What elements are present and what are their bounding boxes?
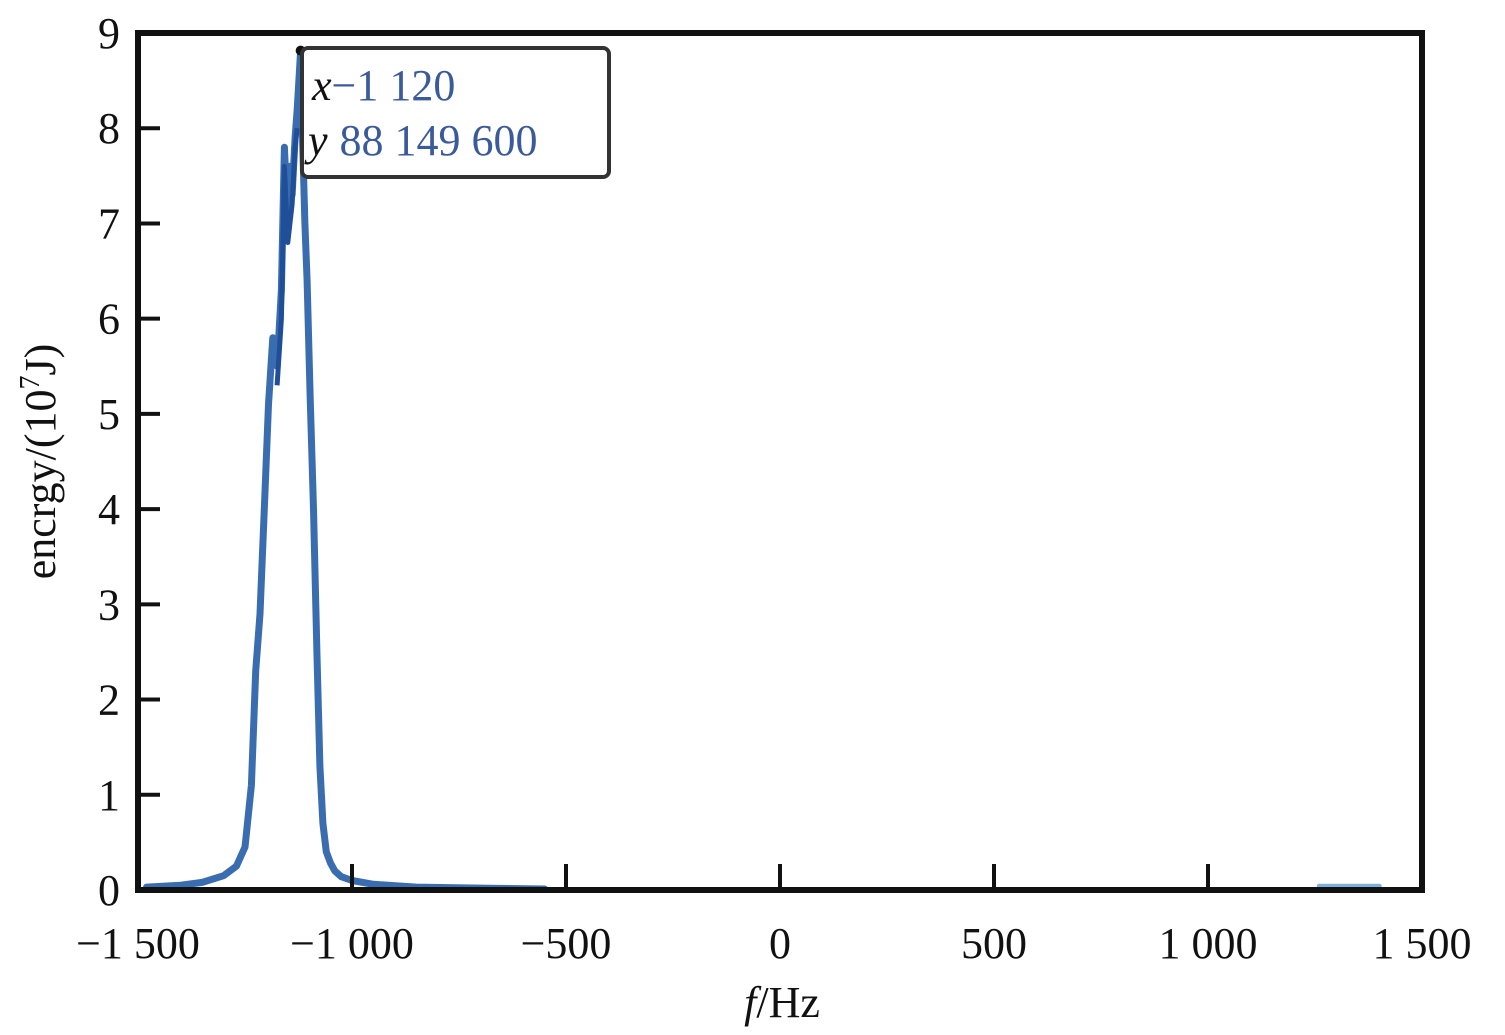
y-tick-label: 3 [98,580,120,629]
y-tick-label: 9 [98,9,120,58]
x-axis-title: f/Hz [744,978,820,1027]
plot-frame [135,30,1425,893]
y-axis-title-unit: J) [16,344,65,376]
datatip-box [300,46,611,179]
x-axis-title-unit: /Hz [756,978,820,1027]
x-tick-label: 1 500 [1373,919,1472,968]
x-tick-label: 0 [769,919,791,968]
series-peak-shading [274,127,300,386]
x-tick-label: −1 000 [290,919,414,968]
datatip-x-line: x−1 120 [311,61,455,110]
series-layer [143,47,1382,893]
y-axis-title-exponent: 7 [15,375,46,389]
datatip-x-value: −1 120 [332,61,456,110]
y-tick-label: 4 [98,485,120,534]
y-axis-title: encrgy/(107J) [15,344,65,580]
datatip-y-value: 88 149 600 [340,116,538,165]
y-tick-label: 2 [98,676,120,725]
y-axis-title-main: encrgy/(10 [16,389,65,579]
x-tick-label: 500 [961,919,1027,968]
x-tick-label: 1 000 [1159,919,1258,968]
series-line-1 [143,47,549,893]
y-tick-label: 0 [98,866,120,915]
y-tick-label: 7 [98,199,120,248]
datatip-y-line: y 88 149 600 [304,116,538,165]
datatip[interactable]: x−1 120 y 88 149 600 [295,45,611,179]
x-tick-label: −500 [521,919,612,968]
y-tick-label: 6 [98,295,120,344]
datatip-x-key: x [311,61,332,110]
y-tick-label: 8 [98,104,120,153]
datatip-y-key: y [304,116,328,165]
y-tick-label: 5 [98,390,120,439]
y-tick-label: 1 [98,771,120,820]
ticks-layer: −1 500 −1 000 −500 0 500 1 000 1 500 0 1 2 3 4 5 6 7 8 9 [76,9,1471,968]
x-tick-label: −1 500 [76,919,200,968]
